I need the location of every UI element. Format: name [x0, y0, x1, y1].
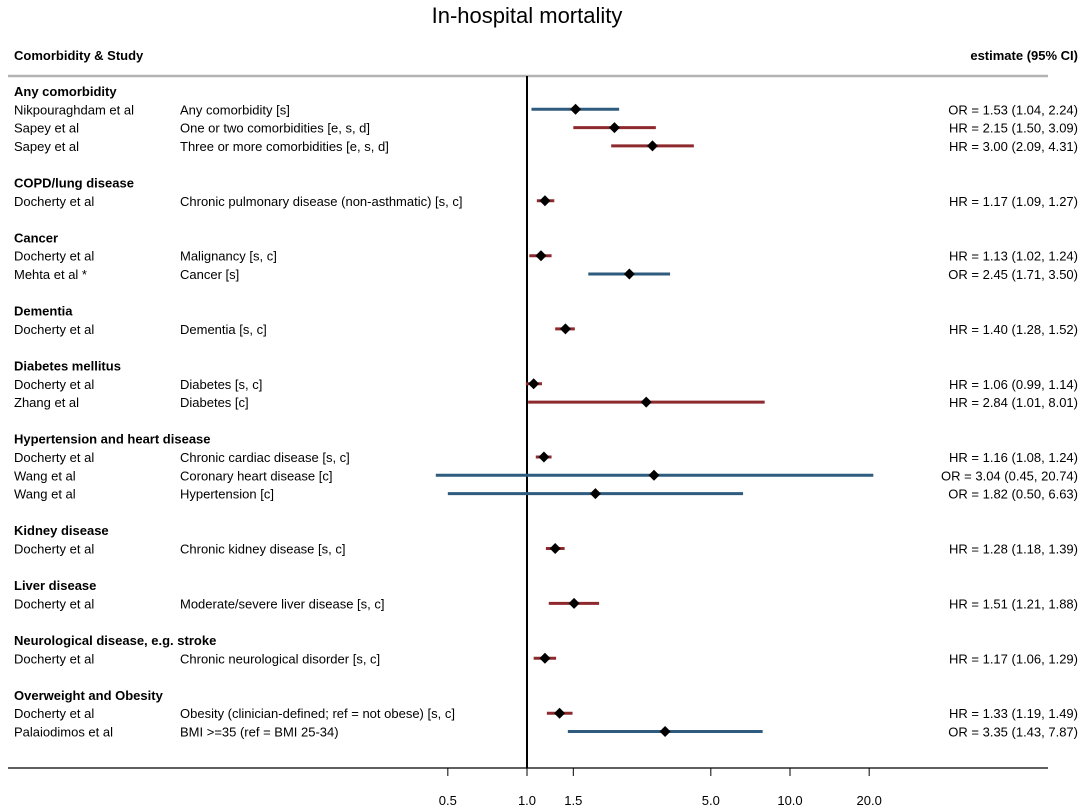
comorbidity-label: Three or more comorbidities [e, s, d] [180, 139, 389, 154]
estimate-text: HR = 2.84 (1.01, 8.01) [949, 395, 1078, 410]
study-label: Palaiodimos et al [14, 725, 113, 740]
point-estimate-marker [554, 707, 566, 719]
study-label: Sapey et al [14, 139, 79, 154]
estimate-text: OR = 3.04 (0.45, 20.74) [941, 468, 1078, 483]
group-heading: Cancer [14, 230, 58, 245]
estimate-text: HR = 1.06 (0.99, 1.14) [949, 377, 1078, 392]
x-axis-ticks: 0.5 1.0 1.5 5.0 10.0 20.0 [439, 768, 882, 808]
study-column-header: Comorbidity & Study [14, 48, 144, 63]
comorbidity-label: Diabetes [c] [180, 395, 249, 410]
estimate-text: HR = 1.33 (1.19, 1.49) [949, 706, 1078, 721]
study-label: Nikpouraghdam et al [14, 102, 134, 117]
point-estimate-marker [589, 488, 601, 500]
estimate-text: HR = 1.40 (1.28, 1.52) [949, 322, 1078, 337]
study-label: Docherty et al [14, 322, 94, 337]
study-label: Docherty et al [14, 651, 94, 666]
comorbidity-label: Hypertension [c] [180, 487, 274, 502]
point-estimate-marker [539, 652, 551, 664]
study-label: Docherty et al [14, 596, 94, 611]
estimate-text: OR = 2.45 (1.71, 3.50) [948, 267, 1078, 282]
x-tick-label: 5.0 [702, 793, 720, 808]
chart-title: In-hospital mortality [432, 3, 623, 28]
group-heading: Diabetes mellitus [14, 359, 121, 374]
study-label: Wang et al [14, 468, 76, 483]
point-estimate-marker [570, 103, 582, 115]
comorbidity-label: Obesity (clinician-defined; ref = not ob… [180, 706, 455, 721]
comorbidity-label: Chronic cardiac disease [s, c] [180, 450, 350, 465]
x-tick-label: 0.5 [439, 793, 457, 808]
group-heading: Hypertension and heart disease [14, 432, 211, 447]
study-label: Sapey et al [14, 121, 79, 136]
estimate-text: HR = 1.51 (1.21, 1.88) [949, 596, 1078, 611]
study-label: Docherty et al [14, 377, 94, 392]
point-estimate-marker [659, 726, 671, 737]
comorbidity-label: Moderate/severe liver disease [s, c] [180, 596, 384, 611]
comorbidity-label: Malignancy [s, c] [180, 249, 277, 264]
comorbidity-label: BMI >=35 (ref = BMI 25-34) [180, 725, 339, 740]
study-label: Zhang et al [14, 395, 79, 410]
point-estimate-marker [568, 597, 580, 609]
point-estimate-marker [549, 543, 561, 554]
point-estimate-marker [539, 195, 551, 207]
comorbidity-label: One or two comorbidities [e, s, d] [180, 121, 370, 136]
point-estimate-marker [559, 323, 571, 335]
x-tick-label: 1.5 [564, 793, 582, 808]
x-tick-label: 1.0 [518, 793, 536, 808]
comorbidity-label: Chronic neurological disorder [s, c] [180, 651, 380, 666]
estimate-text: HR = 1.17 (1.06, 1.29) [949, 651, 1078, 666]
estimate-text: HR = 1.16 (1.08, 1.24) [949, 450, 1078, 465]
group-heading: Liver disease [14, 578, 96, 593]
comorbidity-label: Cancer [s] [180, 267, 239, 282]
comorbidity-label: Diabetes [s, c] [180, 377, 262, 392]
estimate-text: HR = 1.28 (1.18, 1.39) [949, 542, 1078, 557]
comorbidity-label: Chronic pulmonary disease (non-asthmatic… [180, 194, 463, 209]
study-label: Docherty et al [14, 194, 94, 209]
group-heading: Dementia [14, 304, 73, 319]
estimate-text: OR = 1.82 (0.50, 6.63) [948, 487, 1078, 502]
estimate-text: HR = 3.00 (2.09, 4.31) [949, 139, 1078, 154]
group-heading: COPD/lung disease [14, 176, 134, 191]
group-heading: Kidney disease [14, 523, 109, 538]
study-label: Docherty et al [14, 542, 94, 557]
point-estimate-marker [538, 451, 550, 463]
estimate-text: HR = 1.13 (1.02, 1.24) [949, 249, 1078, 264]
group-heading: Overweight and Obesity [14, 688, 164, 703]
x-tick-label: 20.0 [857, 793, 882, 808]
point-estimate-marker [646, 140, 658, 152]
estimate-text: HR = 2.15 (1.50, 3.09) [949, 121, 1078, 136]
estimate-text: HR = 1.17 (1.09, 1.27) [949, 194, 1078, 209]
forest-rows: Any comorbidity Nikpouraghdam et al Any co… [14, 84, 1078, 740]
group-heading: Any comorbidity [14, 84, 117, 99]
x-tick-label: 10.0 [777, 793, 802, 808]
comorbidity-label: Any comorbidity [s] [180, 102, 290, 117]
point-estimate-marker [608, 122, 620, 134]
estimate-column-header: estimate (95% CI) [970, 48, 1078, 63]
comorbidity-label: Chronic kidney disease [s, c] [180, 542, 345, 557]
study-label: Docherty et al [14, 706, 94, 721]
estimate-text: OR = 3.35 (1.43, 7.87) [948, 725, 1078, 740]
study-label: Mehta et al * [14, 267, 87, 282]
study-label: Docherty et al [14, 249, 94, 264]
estimate-text: OR = 1.53 (1.04, 2.24) [948, 102, 1078, 117]
point-estimate-marker [640, 396, 652, 408]
point-estimate-marker [648, 469, 660, 481]
point-estimate-marker [528, 378, 540, 390]
comorbidity-label: Coronary heart disease [c] [180, 468, 332, 483]
study-label: Wang et al [14, 487, 76, 502]
study-label: Docherty et al [14, 450, 94, 465]
point-estimate-marker [535, 250, 547, 262]
point-estimate-marker [623, 268, 635, 280]
comorbidity-label: Dementia [s, c] [180, 322, 267, 337]
group-heading: Neurological disease, e.g. stroke [14, 633, 216, 648]
